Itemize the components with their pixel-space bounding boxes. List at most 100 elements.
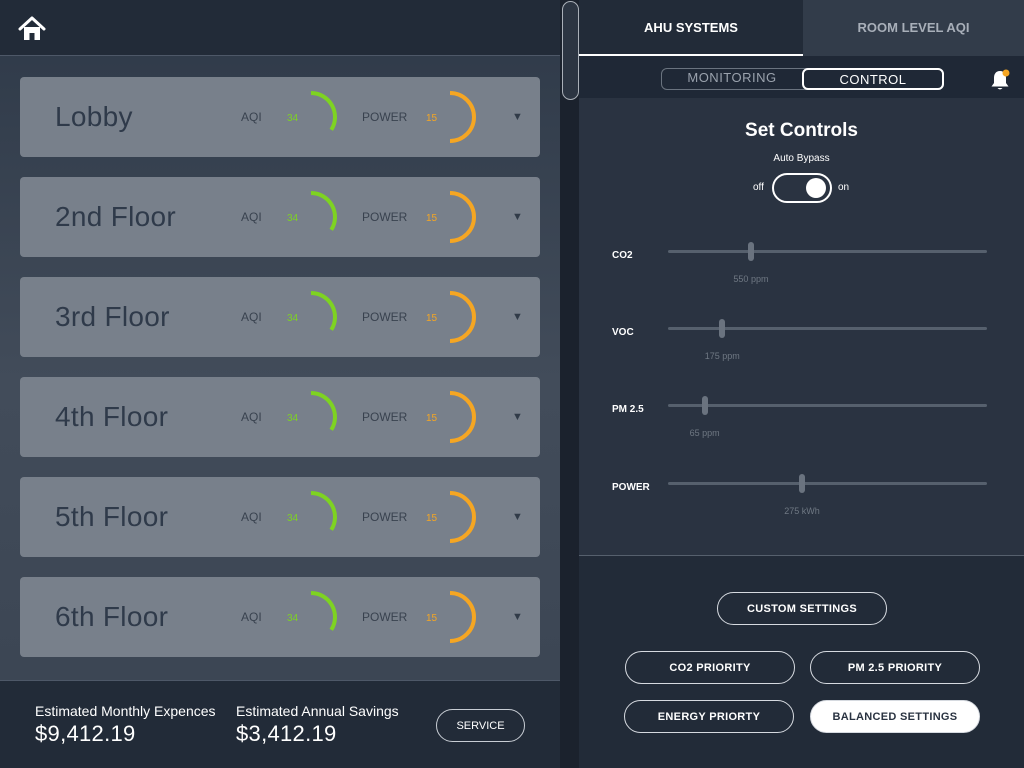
slider-row-pm25: PM 2.5 65 ppm [579,396,1024,456]
pm25-priority-button[interactable]: PM 2.5 PRIORITY [810,651,980,684]
aqi-gauge-arc [310,491,337,531]
floor-name: Lobby [55,101,133,132]
toggle-knob [806,178,826,198]
slider-thumb[interactable] [747,242,754,261]
floor-card-6[interactable]: 6th Floor AQI 34 POWER 15 ▼ [20,577,540,657]
left-header [0,0,560,56]
annual-savings-value: $3,412.19 [236,721,337,746]
aqi-gauge-arc [310,591,337,631]
power-label: POWER [362,510,408,524]
power-gauge-arc [449,291,476,343]
power-label: POWER [362,410,408,424]
aqi-gauge: 34 [287,291,337,331]
power-gauge-arc [449,491,476,543]
mode-segmented-control: MONITORING CONTROL [661,68,944,90]
slider-value: 550 ppm [733,274,769,284]
floor-card-5[interactable]: 5th Floor AQI 34 POWER 15 ▼ [20,477,540,557]
balanced-settings-button[interactable]: BALANCED SETTINGS [810,700,980,733]
tab-room-level-aqi[interactable]: ROOM LEVEL AQI [803,0,1024,56]
scrollbar-thumb[interactable] [562,1,579,100]
power-label: POWER [362,310,408,324]
floor-card-1[interactable]: Lobby AQI 34 POWER 15 ▼ [20,77,540,157]
pane-divider [560,0,579,768]
home-icon[interactable] [18,16,46,42]
service-button[interactable]: SERVICE [436,709,525,742]
aqi-label: AQI [241,510,262,524]
aqi-gauge: 34 [287,491,337,531]
aqi-gauge-arc [310,391,337,431]
segment-control[interactable]: CONTROL [802,68,944,90]
aqi-gauge: 34 [287,91,337,131]
power-gauge-arc [449,591,476,643]
tab-ahu-systems[interactable]: AHU SYSTEMS [579,0,803,56]
floor-list: Lobby AQI 34 POWER 15 ▼ 2nd Floor AQI 34 [20,77,540,677]
power-gauge-arc [449,91,476,143]
aqi-gauge-arc [310,291,337,331]
aqi-label: AQI [241,610,262,624]
power-label: POWER [362,110,408,124]
monthly-expenses-value: $9,412.19 [35,721,136,746]
caret-down-icon[interactable]: ▼ [512,411,523,423]
caret-down-icon[interactable]: ▼ [512,211,523,223]
aqi-value: 34 [287,113,299,124]
floor-name: 3rd Floor [55,301,170,332]
aqi-gauge-arc [310,91,337,131]
slider-label: VOC [612,327,634,338]
power-value: 15 [426,313,438,324]
floor-card-3[interactable]: 3rd Floor AQI 34 POWER 15 ▼ [20,277,540,357]
floor-card-4[interactable]: 4th Floor AQI 34 POWER 15 ▼ [20,377,540,457]
aqi-value: 34 [287,313,299,324]
bell-icon[interactable] [989,68,1011,92]
notification-dot [1002,69,1010,77]
power-value: 15 [426,413,438,424]
power-label: POWER [362,210,408,224]
co2-priority-button[interactable]: CO2 PRIORITY [625,651,795,684]
slider-row-power: POWER 275 kWh [579,474,1024,534]
slider-thumb[interactable] [798,474,805,493]
segment-monitoring[interactable]: MONITORING [687,70,777,85]
custom-settings-button[interactable]: CUSTOM SETTINGS [717,592,887,625]
caret-down-icon[interactable]: ▼ [512,311,523,323]
power-gauge: 15 [426,491,476,543]
power-gauge-arc [449,191,476,243]
aqi-label: AQI [241,110,262,124]
monthly-expenses-label: Estimated Monthly Expences [35,703,216,719]
energy-priority-button[interactable]: ENERGY PRIORTY [624,700,794,733]
power-value: 15 [426,113,438,124]
floor-name: 5th Floor [55,501,169,532]
auto-bypass-toggle[interactable] [772,173,832,203]
power-value: 15 [426,613,438,624]
power-gauge-arc [449,391,476,443]
slider-value: 65 ppm [689,428,720,438]
slider-value: 175 ppm [704,351,740,361]
auto-bypass-label: Auto Bypass [773,153,830,164]
floor-panel: Lobby AQI 34 POWER 15 ▼ 2nd Floor AQI 34 [0,0,560,768]
slider-track[interactable] [668,474,987,493]
caret-down-icon[interactable]: ▼ [512,111,523,123]
power-value: 15 [426,513,438,524]
slider-value: 275 kWh [784,506,820,516]
aqi-gauge: 34 [287,591,337,631]
floor-card-2[interactable]: 2nd Floor AQI 34 POWER 15 ▼ [20,177,540,257]
caret-down-icon[interactable]: ▼ [512,611,523,623]
mode-bar: MONITORING CONTROL [579,56,1024,98]
tab-bar: AHU SYSTEMS ROOM LEVEL AQI [579,0,1024,56]
annual-savings-label: Estimated Annual Savings [236,703,399,719]
slider-thumb[interactable] [719,319,726,338]
aqi-gauge: 34 [287,391,337,431]
aqi-label: AQI [241,210,262,224]
toggle-on-label: on [838,182,850,193]
slider-track[interactable] [668,319,987,338]
aqi-label: AQI [241,310,262,324]
power-gauge: 15 [426,391,476,443]
slider-track[interactable] [668,242,987,261]
floor-name: 2nd Floor [55,201,176,232]
aqi-label: AQI [241,410,262,424]
slider-thumb[interactable] [701,396,708,415]
cost-footer: Estimated Monthly Expences $9,412.19 Est… [0,680,560,768]
caret-down-icon[interactable]: ▼ [512,511,523,523]
slider-label: POWER [612,482,650,493]
aqi-value: 34 [287,513,299,524]
aqi-gauge-arc [310,191,337,231]
slider-track[interactable] [668,396,987,415]
